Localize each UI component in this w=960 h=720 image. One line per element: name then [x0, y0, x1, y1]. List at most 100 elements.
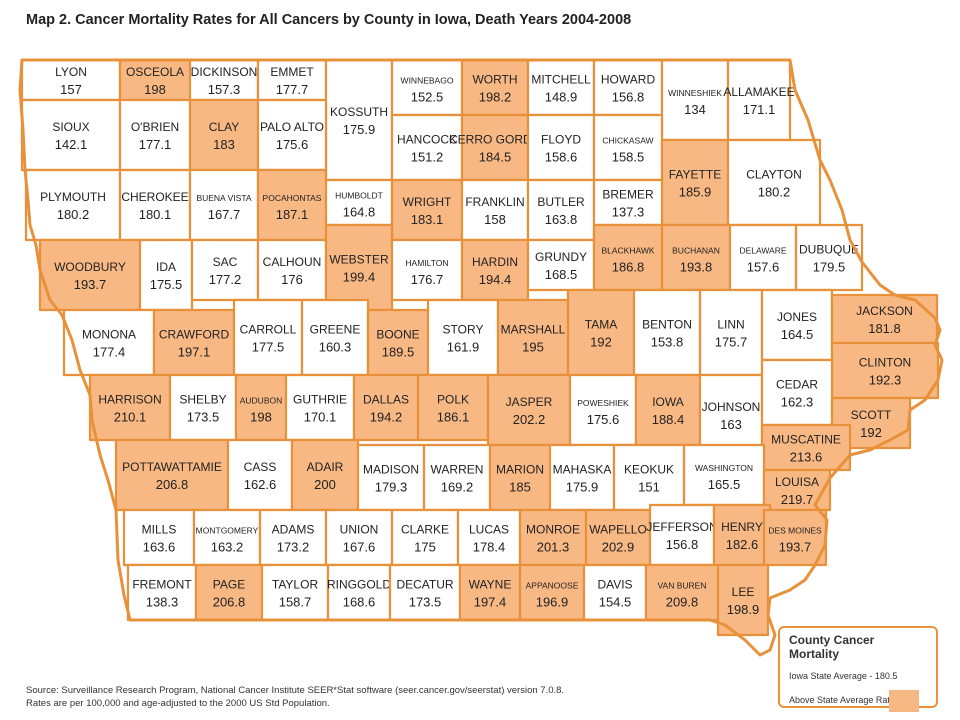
legend-title: County Cancer Mortality [789, 633, 875, 661]
county-shape-clay [188, 98, 260, 172]
county-shape-buena-vista [188, 168, 260, 242]
county-poweshiek: POWESHIEK 175.6 [568, 373, 638, 447]
county-audubon: AUDUBON 198 [234, 373, 288, 442]
county-rate: 177.1 [139, 137, 172, 152]
county-keokuk: KEOKUK 151 [612, 443, 686, 512]
county-rate: 193.7 [779, 540, 812, 555]
county-shape-washington [682, 443, 766, 507]
county-rate: 193.8 [680, 260, 713, 275]
county-shape-chickasaw [592, 113, 664, 182]
county-name: LUCAS [469, 523, 509, 537]
county-shape-calhoun [256, 238, 328, 302]
county-rate: 170.1 [304, 410, 337, 425]
county-name: MARSHALL [501, 323, 566, 337]
county-rate: 198 [144, 82, 166, 97]
county-name: CEDAR [776, 378, 818, 392]
county-linn: LINN 175.7 [698, 288, 764, 377]
county-rate: 179.3 [375, 480, 408, 495]
county-humboldt: HUMBOLDT 164.8 [324, 178, 394, 227]
county-rate: 194.4 [479, 272, 512, 287]
county-van-buren: VAN BUREN 209.8 [644, 563, 720, 622]
county-name: POLK [437, 393, 469, 407]
county-rate: 151.2 [411, 150, 444, 165]
county-plymouth: PLYMOUTH 180.2 [24, 168, 122, 242]
county-name: AUDUBON [240, 396, 283, 406]
county-shape-cedar [760, 358, 834, 427]
county-name: CARROLL [240, 323, 297, 337]
county-madison: MADISON 179.3 [356, 443, 426, 512]
county-rate: 168.6 [343, 595, 376, 610]
county-rate: 198 [250, 410, 272, 425]
county-rate: 138.3 [146, 595, 179, 610]
county-tama: TAMA 192 [566, 288, 636, 377]
county-pocahontas: POCAHONTAS 187.1 [256, 168, 328, 242]
source-note: Source: Surveillance Research Program, N… [26, 684, 564, 710]
county-shape-franklin [460, 178, 530, 242]
county-rate: 183 [213, 137, 235, 152]
county-cherokee: CHEROKEE 180.1 [118, 168, 192, 242]
county-lee: LEE 198.9 [716, 563, 770, 637]
county-osceola: OSCEOLA 198 [118, 58, 192, 102]
county-shape-crawford [152, 308, 236, 377]
county-shape-lucas [456, 508, 522, 567]
county-shape-muscatine [760, 423, 852, 472]
county-rate: 178.4 [473, 540, 506, 555]
county-name: DES MOINES [768, 526, 822, 536]
county-emmet: EMMET 177.7 [256, 58, 328, 102]
county-shape-clarke [390, 508, 460, 567]
county-adams: ADAMS 173.2 [258, 508, 328, 567]
county-shape-henry [712, 503, 772, 567]
county-boone: BOONE 189.5 [366, 308, 430, 377]
county-name: IDA [156, 260, 176, 274]
county-name: JASPER [506, 395, 553, 409]
county-rate: 142.1 [55, 137, 88, 152]
county-rate: 134 [684, 102, 706, 117]
state-outline [18, 58, 944, 657]
county-rate: 157.3 [208, 82, 241, 97]
county-shape-union [324, 508, 394, 567]
county-shape-boone [366, 308, 430, 377]
county-rate: 175.9 [566, 480, 599, 495]
county-name: FREMONT [132, 578, 192, 592]
county-shape-jefferson [648, 503, 716, 567]
county-name: WARREN [431, 463, 484, 477]
county-shape-des-moines [762, 508, 828, 567]
county-shape-hardin [460, 238, 530, 302]
county-shape-johnson [698, 373, 764, 457]
county-shape-audubon [234, 373, 288, 442]
county-shape-marion [488, 443, 552, 512]
county-warren: WARREN 169.2 [422, 443, 492, 512]
county-rate: 158.7 [279, 595, 312, 610]
county-wright: WRIGHT 183.1 [390, 178, 464, 242]
county-rate: 153.8 [651, 335, 684, 350]
county-name: CLARKE [401, 523, 449, 537]
county-shape-montgomery [192, 508, 262, 567]
county-buena-vista: BUENA VISTA 167.7 [188, 168, 260, 242]
county-name: LOUISA [775, 475, 819, 489]
county-rate: 201.3 [537, 540, 570, 555]
county-shape-allamakee [726, 58, 792, 142]
county-name: DUBUQUE [799, 243, 859, 257]
county-name: BUENA VISTA [196, 193, 251, 203]
county-henry: HENRY 182.6 [712, 503, 772, 567]
county-cedar: CEDAR 162.3 [760, 358, 834, 427]
county-shape-sac [190, 238, 260, 302]
county-ida: IDA 175.5 [138, 238, 194, 312]
legend-above-label: Above State Average Rate [789, 695, 895, 705]
county-name: MILLS [142, 523, 177, 537]
county-name: POTTAWATTAMIE [122, 460, 222, 474]
county-rate: 137.3 [612, 205, 645, 220]
county-rate: 167.7 [208, 207, 241, 222]
county-shape-harrison [88, 373, 172, 442]
county-polk: POLK 186.1 [416, 373, 490, 442]
county-rate: 158.6 [545, 150, 578, 165]
county-pottawattamie: POTTAWATTAMIE 206.8 [114, 438, 230, 512]
county-rate: 168.5 [545, 267, 578, 282]
county-name: HENRY [721, 520, 763, 534]
county-name: CERRO GORDO [449, 133, 541, 147]
county-cerro-gordo: CERRO GORDO 184.5 [449, 113, 541, 182]
county-name: WINNESHIEK [668, 88, 722, 98]
county-mills: MILLS 163.6 [122, 508, 196, 567]
county-rate: 180.2 [758, 185, 791, 200]
